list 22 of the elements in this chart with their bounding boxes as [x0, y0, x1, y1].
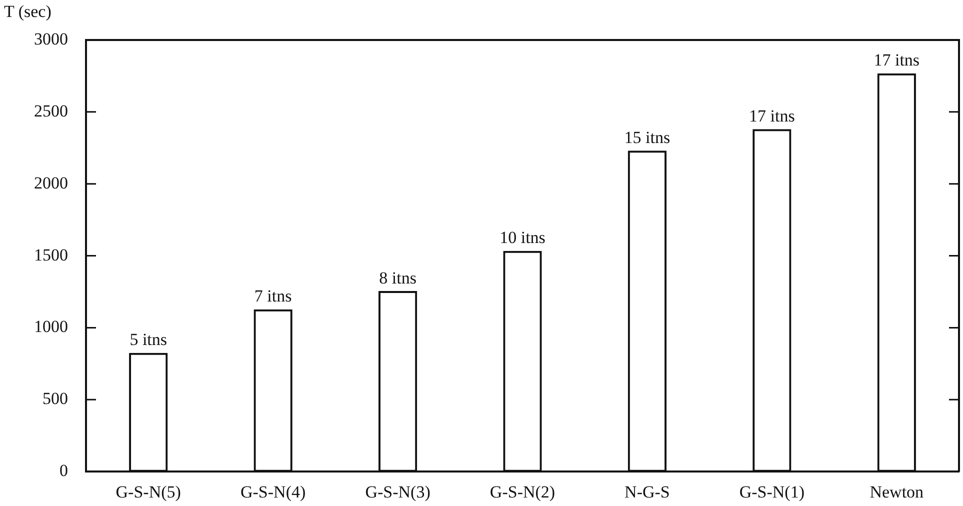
y-tick-label: 2500	[34, 101, 68, 120]
x-tick-label: N-G-S	[624, 482, 670, 502]
annotation: 17 itns	[749, 106, 795, 126]
x-tick-label: G-S-N(4)	[240, 482, 306, 502]
x-tick-label: G-S-N(3)	[365, 482, 430, 502]
annotation: 8 itns	[379, 268, 416, 288]
annotation: 7 itns	[254, 286, 292, 306]
annotation: 5 itns	[130, 330, 168, 350]
annotation: 15 itns	[624, 128, 670, 147]
y-tick-label: 1000	[34, 317, 68, 336]
y-tick-label: 0	[60, 461, 68, 480]
x-tick-label: G-S-N(2)	[490, 482, 556, 502]
y-tick-label: 3000	[34, 29, 68, 48]
x-tick-label: G-S-N(1)	[739, 482, 805, 502]
y-tick-label: 500	[42, 389, 68, 408]
x-tick-label: Newton	[870, 482, 924, 502]
y-axis-title: T (sec)	[4, 2, 52, 21]
x-tick-label: G-S-N(5)	[116, 482, 181, 502]
y-tick-label: 1500	[34, 245, 68, 264]
y-tick-label: 2000	[34, 173, 68, 192]
annotation: 17 itns	[874, 50, 920, 70]
annotation: 10 itns	[500, 228, 546, 248]
